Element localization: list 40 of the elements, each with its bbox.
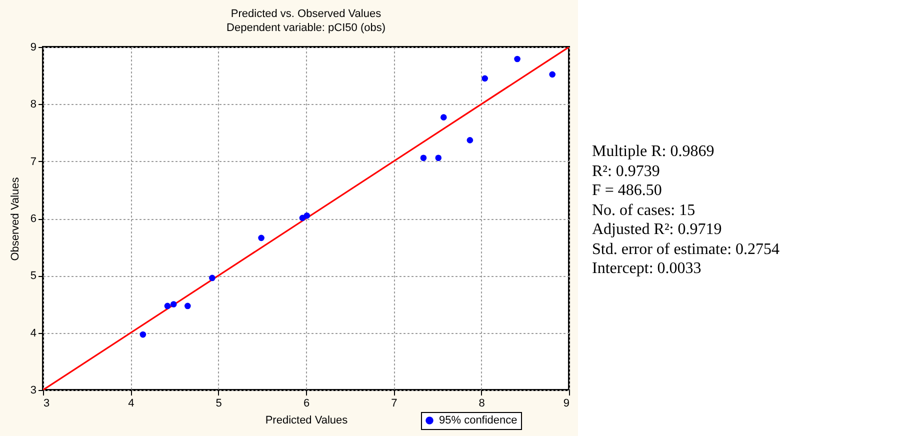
chart-subtitle: Dependent variable: pCI50 (obs) <box>226 22 386 34</box>
x-tick-label: 4 <box>128 398 134 410</box>
text: No. of cases: 15 <box>592 200 696 220</box>
point <box>184 302 191 310</box>
y-tick-label: 3 <box>30 384 36 396</box>
x-tick-label: 7 <box>391 398 398 410</box>
point <box>209 274 216 282</box>
point <box>514 56 520 62</box>
x-axis-title: Predicted Values <box>265 414 348 426</box>
text: F = 486.50 <box>592 181 663 200</box>
point <box>420 154 427 162</box>
point <box>440 114 447 120</box>
text: Multiple R: 0.9869 <box>592 142 716 162</box>
point <box>482 75 488 82</box>
x-tick-label: 5 <box>216 398 222 410</box>
x-tick-label: 3 <box>44 398 50 410</box>
point <box>140 331 146 338</box>
text: Intercept: 0.0033 <box>592 259 702 278</box>
point <box>466 137 474 144</box>
y-tick-label: 9 <box>30 42 36 54</box>
point <box>549 71 556 78</box>
point <box>304 212 310 219</box>
x-tick-label: 8 <box>478 398 485 410</box>
chart-title: Predicted vs. Observed Values <box>230 8 382 20</box>
text: Std. error of estimate: 0.2754 <box>592 240 780 259</box>
point <box>164 302 171 310</box>
legend-label: 95% confidence <box>439 414 518 426</box>
y-tick-label: 6 <box>30 213 36 225</box>
point <box>435 154 442 162</box>
y-tick-label: 7 <box>30 156 36 168</box>
point <box>258 234 264 242</box>
y-tick-label: 4 <box>30 327 36 340</box>
y-axis-title: Observed Values <box>9 176 22 261</box>
point <box>170 301 177 308</box>
text: Adjusted R²: 0.9719 <box>592 220 723 240</box>
y-tick-label: 8 <box>30 98 36 111</box>
x-tick-label: 6 <box>303 398 310 410</box>
y-tick-label: 5 <box>30 270 36 282</box>
x-tick-label: 9 <box>563 398 570 410</box>
text: R²: 0.9739 <box>592 162 661 181</box>
